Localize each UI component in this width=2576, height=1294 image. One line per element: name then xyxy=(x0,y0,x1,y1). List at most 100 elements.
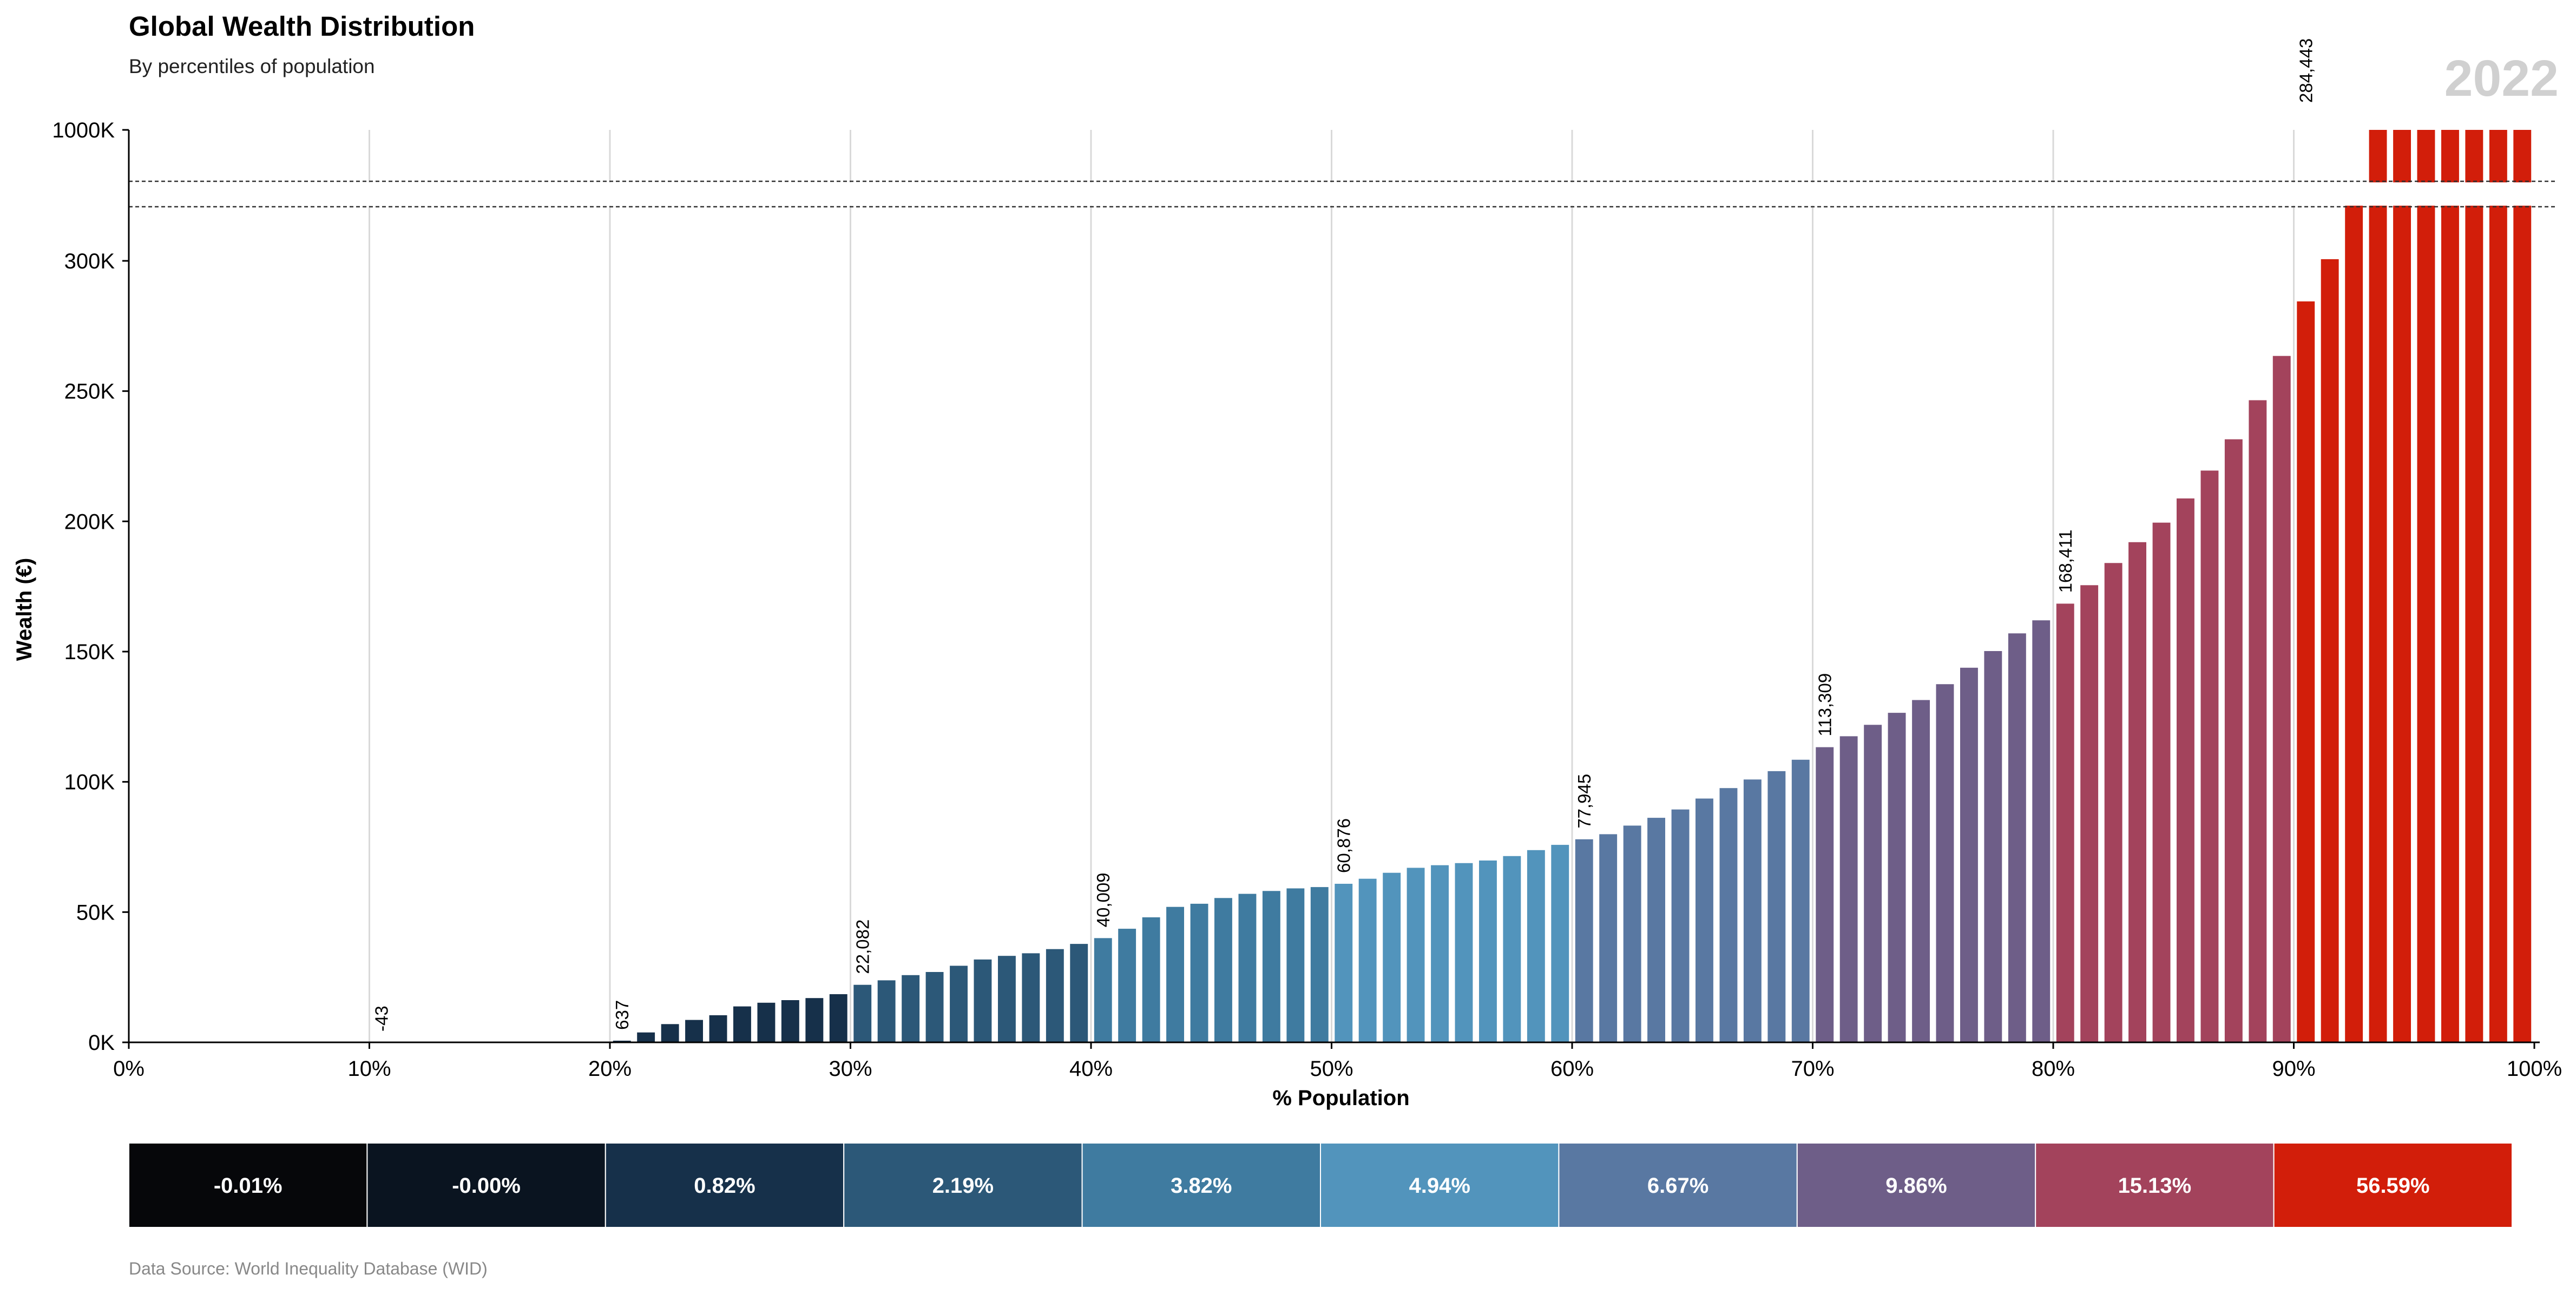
x-tick-label: 60% xyxy=(1550,1057,1594,1081)
bar xyxy=(2056,603,2074,1042)
bar xyxy=(1118,929,1136,1042)
decile-share-label: 9.86% xyxy=(1885,1174,1947,1198)
y-tick-label: 150K xyxy=(64,640,115,664)
bar xyxy=(2008,633,2026,1042)
bar xyxy=(1022,953,1040,1042)
bar xyxy=(1888,713,1906,1042)
x-tick-label: 100% xyxy=(2507,1057,2562,1081)
x-tick-label: 70% xyxy=(1791,1057,1834,1081)
decile-share-label: 56.59% xyxy=(2356,1174,2430,1198)
bar xyxy=(1238,894,1257,1042)
vertical-gridlines xyxy=(369,130,2295,1042)
y-axis: 0K 50K 100K 150K 200K 250K 300K 1000K xyxy=(52,119,130,1055)
bar xyxy=(925,972,944,1042)
bar xyxy=(709,1015,727,1042)
bar xyxy=(1671,809,1690,1042)
bar xyxy=(757,1002,776,1042)
bar xyxy=(2104,563,2122,1042)
bar-value-label: 113,309 xyxy=(1815,673,1835,737)
x-tick-label: 10% xyxy=(347,1057,391,1081)
decile-segment xyxy=(1796,1142,2036,1228)
x-tick-label: 20% xyxy=(588,1057,632,1081)
decile-share-label: 0.82% xyxy=(694,1174,755,1198)
bar xyxy=(853,984,872,1042)
y-tick-label: 250K xyxy=(64,380,115,404)
bar xyxy=(661,1024,679,1042)
chart-subtitle: By percentiles of population xyxy=(129,55,375,77)
bar xyxy=(1262,891,1280,1042)
bar xyxy=(1503,856,1521,1042)
bar xyxy=(1094,938,1112,1042)
decile-share-label: 2.19% xyxy=(932,1174,994,1198)
x-axis: 0% 10% 20% 30% 40% 50% 60% 70% 80% 90% 100% xyxy=(113,1041,2562,1081)
bar xyxy=(2465,130,2483,1042)
bar xyxy=(2417,130,2435,1042)
bar xyxy=(1310,887,1329,1042)
bar xyxy=(2441,130,2459,1042)
bar xyxy=(1190,903,1208,1042)
bar xyxy=(1383,872,1401,1042)
decile-segment xyxy=(1081,1142,1321,1228)
bar xyxy=(1599,834,1618,1042)
bar-value-label: 77,945 xyxy=(1574,774,1594,829)
bar xyxy=(1358,878,1377,1042)
bar xyxy=(829,994,847,1042)
y-tick-label: 300K xyxy=(64,249,115,273)
bar xyxy=(1936,684,1954,1042)
bar xyxy=(2393,130,2411,1042)
decile-segment xyxy=(2035,1142,2275,1228)
bar-value-label: 168,411 xyxy=(2055,530,2075,593)
x-tick-label: 0% xyxy=(113,1057,144,1081)
decile-segment xyxy=(1320,1142,1560,1228)
bar xyxy=(1984,651,2002,1042)
bar xyxy=(2177,498,2194,1042)
bar xyxy=(1767,771,1786,1042)
axis-break-gap xyxy=(129,182,2556,206)
bar xyxy=(1551,845,1569,1042)
x-tick-label: 40% xyxy=(1069,1057,1113,1081)
decile-segment xyxy=(604,1142,845,1228)
year-label: 2022 xyxy=(2444,50,2559,107)
x-tick-label: 80% xyxy=(2032,1057,2075,1081)
bar xyxy=(805,998,824,1042)
decile-segment xyxy=(2273,1142,2513,1228)
bar-annotations: -43 637 22,082 40,009 60,876 77,945 113,309 168… xyxy=(372,38,2316,1032)
decile-segment xyxy=(128,1142,368,1228)
decile-share-legend: -0.01% -0.00% 0.82% 2.19% 3.82% 4.94% 6.67% 9.8… xyxy=(128,1142,2513,1228)
y-axis-label: Wealth (€) xyxy=(12,558,36,661)
bar xyxy=(974,959,992,1042)
decile-segment xyxy=(843,1142,1083,1228)
bar xyxy=(1864,725,1882,1042)
bar xyxy=(2032,620,2051,1042)
bar xyxy=(877,980,896,1042)
decile-share-label: -0.00% xyxy=(452,1174,521,1198)
bar xyxy=(998,956,1016,1042)
bar-value-label: 40,009 xyxy=(1093,872,1113,927)
bar-value-label: -43 xyxy=(372,1006,392,1032)
axis-break-lines xyxy=(129,180,2556,208)
bar xyxy=(613,1040,631,1042)
bar-value-label: 60,876 xyxy=(1334,818,1354,873)
bar xyxy=(2249,400,2267,1042)
bar xyxy=(781,1000,799,1042)
decile-share-label: -0.01% xyxy=(214,1174,282,1198)
bar xyxy=(1960,667,1978,1042)
decile-share-label: 6.67% xyxy=(1647,1174,1708,1198)
decile-share-label: 3.82% xyxy=(1171,1174,1232,1198)
data-source: Data Source: World Inequality Database (… xyxy=(129,1259,488,1278)
bar xyxy=(1816,747,1834,1042)
bar xyxy=(2272,356,2291,1043)
bar xyxy=(1070,944,1088,1042)
bar xyxy=(685,1020,703,1042)
decile-share-label: 4.94% xyxy=(1409,1174,1470,1198)
decile-share-label: 15.13% xyxy=(2118,1174,2192,1198)
bar xyxy=(2128,542,2146,1042)
bar xyxy=(2369,130,2387,1042)
bar xyxy=(1575,839,1593,1042)
bar xyxy=(1719,788,1738,1042)
bar xyxy=(1455,863,1473,1042)
bar xyxy=(1214,898,1232,1042)
bar xyxy=(1479,861,1497,1042)
bar xyxy=(2321,259,2339,1042)
